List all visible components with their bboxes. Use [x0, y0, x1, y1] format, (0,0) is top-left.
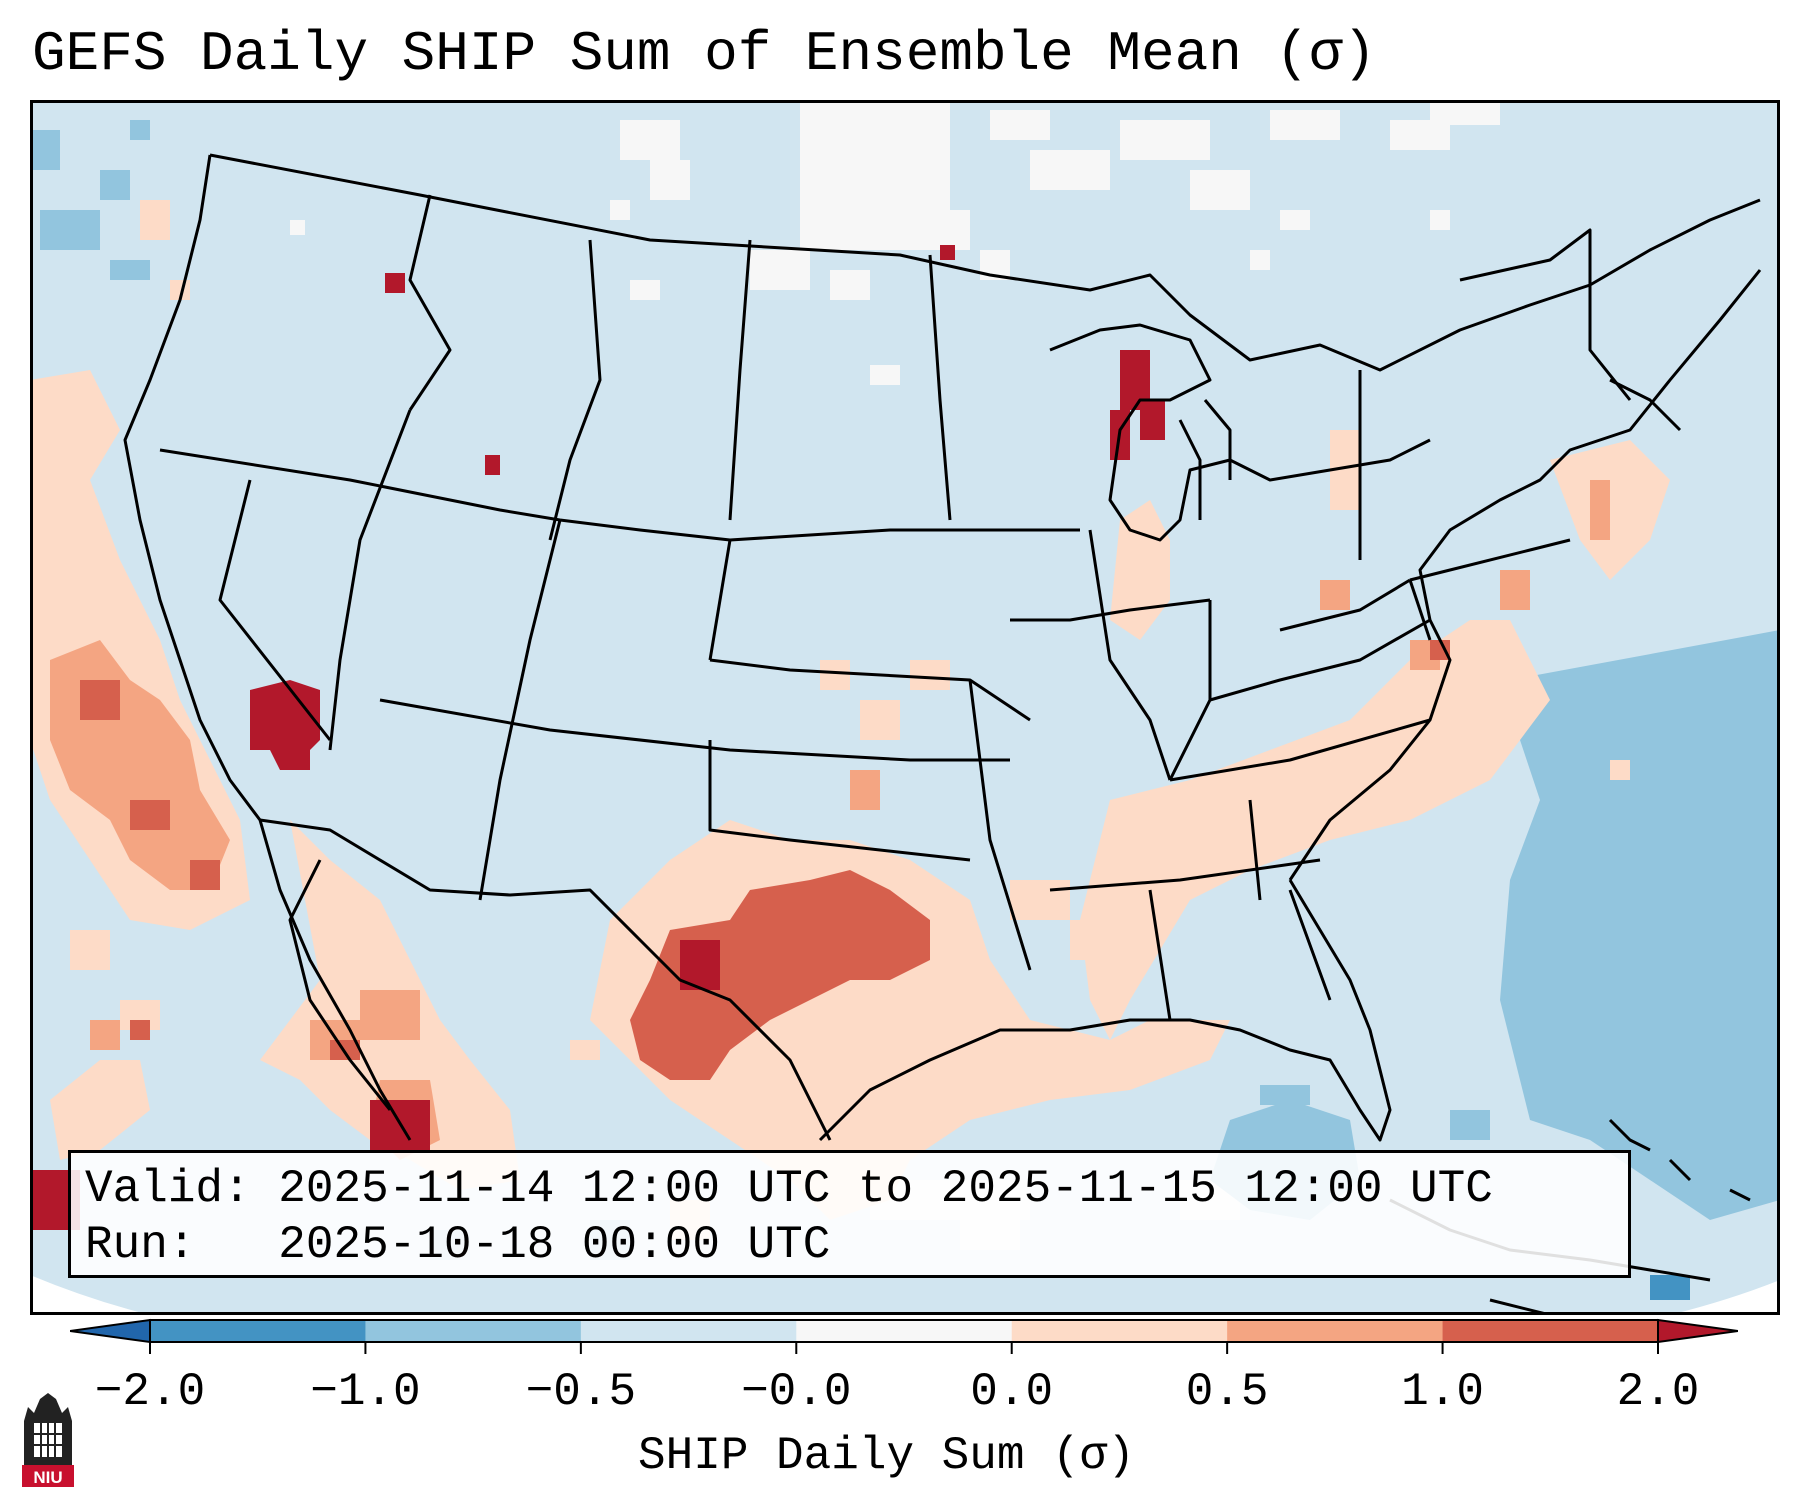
strong-negative-cells [1650, 1275, 1690, 1300]
valid-run-infobox: Valid: 2025-11-14 12:00 UTC to 2025-11-1… [68, 1150, 1631, 1278]
map-title: GEFS Daily SHIP Sum of Ensemble Mean (σ) [32, 22, 1377, 86]
atlantic-coastline [1288, 269, 1762, 881]
political-boundaries [123, 153, 1762, 1315]
colorbar-bin [796, 1320, 1013, 1342]
colorbar-tick-label: 0.0 [970, 1366, 1054, 1418]
colorbar [70, 1318, 1738, 1354]
colorbar-bin [150, 1320, 366, 1342]
colorbar-frame [149, 1319, 1659, 1343]
pacific-coastline [123, 154, 412, 1141]
colorbar-under-arrow [70, 1318, 151, 1344]
colorbar-tick-label: 0.5 [1185, 1366, 1269, 1418]
colorbar-over-arrow [1657, 1318, 1738, 1344]
colorbar-bin [365, 1320, 582, 1342]
strong-positive-cells [80, 640, 1450, 1080]
colorbar-tick-label: −0.0 [741, 1366, 852, 1418]
domain-edge-right [1670, 1280, 1780, 1315]
valid-label: Valid: [85, 1163, 251, 1215]
colorbar-bin [1011, 1320, 1228, 1342]
colorbar-tick-label: −2.0 [94, 1366, 206, 1418]
colorbar-title: SHIP Daily Sum (σ) [638, 1430, 1135, 1482]
logo-text: NIU [33, 1468, 62, 1487]
us-mexico-border [259, 818, 832, 1141]
extreme-positive-cells [30, 245, 1165, 1230]
colorbar-tick-label: 1.0 [1401, 1366, 1484, 1418]
colorbar-tick-label: −1.0 [310, 1366, 421, 1418]
colorbar-bin [1227, 1320, 1444, 1342]
run-label: Run: [85, 1219, 196, 1271]
baja-peninsula [288, 859, 392, 1111]
map-panel [30, 100, 1780, 1315]
colorbar-bins [150, 1320, 1659, 1342]
colorbar-bin [580, 1320, 797, 1342]
run-value: 2025-10-18 00:00 UTC [278, 1219, 831, 1271]
great-lakes [1049, 323, 1431, 542]
us-canada-border [209, 153, 1761, 372]
map-frame [30, 100, 1780, 1315]
colorbar-ticks [149, 1342, 1659, 1354]
niu-logo: NIU [22, 1393, 74, 1487]
domain-edge-left [30, 1275, 150, 1315]
colorbar-tick-label: 2.0 [1616, 1366, 1700, 1418]
colorbar-tick-label: −0.5 [525, 1366, 637, 1418]
colorbar-bin [1442, 1320, 1659, 1342]
valid-value: 2025-11-14 12:00 UTC to 2025-11-15 12:00… [278, 1163, 1493, 1215]
gulf-coastline [818, 879, 1392, 1142]
